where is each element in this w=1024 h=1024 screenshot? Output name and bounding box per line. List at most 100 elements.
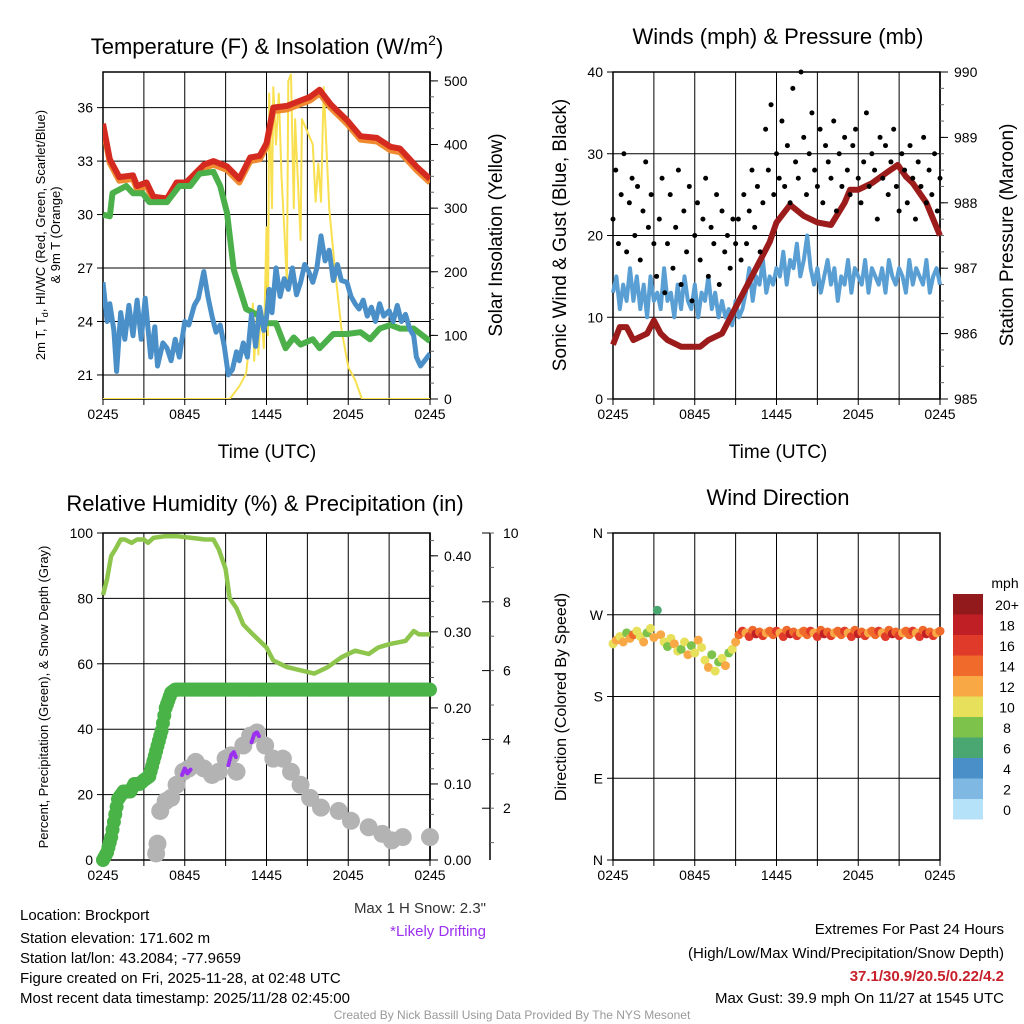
gust-point bbox=[771, 192, 777, 198]
gust-point bbox=[934, 208, 940, 214]
gust-point bbox=[645, 224, 651, 230]
gust-point bbox=[823, 143, 829, 149]
gust-point bbox=[782, 183, 788, 189]
y-tick-label: 30 bbox=[587, 146, 603, 162]
gust-point bbox=[850, 143, 856, 149]
gust-point bbox=[741, 192, 747, 198]
gust-point bbox=[656, 216, 662, 222]
gust-point bbox=[632, 233, 638, 238]
gust-point bbox=[667, 192, 673, 198]
direction-point bbox=[656, 630, 666, 640]
gust-point bbox=[675, 167, 681, 173]
gust-point bbox=[618, 192, 624, 198]
y-tick-label: 21 bbox=[77, 367, 93, 383]
gust-point bbox=[877, 134, 883, 140]
direction-point bbox=[676, 644, 686, 654]
x-tick-label: 0245 bbox=[414, 406, 445, 422]
y-tick-label: 80 bbox=[77, 590, 93, 606]
extremes-heading: Extremes For Past 24 Hours bbox=[815, 921, 1004, 938]
gust-point bbox=[640, 208, 646, 214]
y-tick-label: N bbox=[593, 525, 603, 541]
gust-point bbox=[828, 175, 834, 181]
legend-label: 14 bbox=[999, 659, 1015, 675]
gust-point bbox=[635, 183, 641, 189]
legend-swatch bbox=[953, 655, 983, 676]
legend-label: 6 bbox=[1003, 741, 1011, 757]
footer-credit: Created By Nick Bassill Using Data Provi… bbox=[334, 1008, 691, 1022]
temperature-title: Temperature (F) & Insolation (W/m2) bbox=[91, 32, 444, 59]
legend-label: 12 bbox=[999, 679, 1015, 695]
speed-legend: mph 20+ 18 16 14 12 10 8 6 4 2 0 bbox=[953, 575, 1019, 820]
x-tick-label: 0845 bbox=[169, 867, 200, 883]
station-info: Location: Brockport Station elevation: 1… bbox=[20, 907, 350, 1007]
direction-point bbox=[649, 632, 659, 642]
pressure-ylabel: Station Pressure (Maroon) bbox=[997, 124, 1018, 347]
gust-point bbox=[812, 167, 818, 173]
extremes-subheading: (High/Low/Max Wind/Precipitation/Snow De… bbox=[688, 945, 1004, 962]
gust-point bbox=[888, 159, 894, 165]
gust-point bbox=[665, 241, 670, 247]
winds-xlabel: Time (UTC) bbox=[729, 442, 828, 463]
snow-depth-point bbox=[148, 834, 167, 853]
gust-point bbox=[754, 183, 760, 189]
pressure-line bbox=[610, 161, 943, 350]
gust-point bbox=[825, 159, 831, 165]
direction-point bbox=[731, 637, 741, 647]
gust-point bbox=[733, 241, 739, 247]
gust-point bbox=[929, 192, 935, 198]
legend-title: mph bbox=[991, 575, 1018, 591]
direction-point bbox=[697, 642, 707, 652]
series-hi-wc bbox=[103, 233, 430, 378]
legend-label: 8 bbox=[1003, 720, 1011, 736]
gust-point bbox=[714, 192, 720, 198]
gust-point bbox=[615, 241, 621, 247]
legend-swatch bbox=[953, 696, 983, 717]
y-tick-label: S bbox=[594, 689, 603, 705]
gust-point bbox=[855, 175, 861, 181]
legend-swatch bbox=[953, 635, 983, 656]
gust-point bbox=[866, 183, 872, 189]
elevation-text: Station elevation: 171.602 m bbox=[20, 930, 210, 947]
x-tick-label: 0245 bbox=[87, 867, 118, 883]
direction-point bbox=[652, 605, 662, 615]
gust-point bbox=[760, 200, 766, 206]
drifting-point bbox=[233, 754, 238, 759]
gust-point bbox=[853, 126, 859, 132]
legend-swatch bbox=[953, 717, 983, 738]
gust-point bbox=[880, 175, 886, 181]
snow-tick-label: 2 bbox=[503, 800, 511, 816]
y-tick-label: 60 bbox=[77, 656, 93, 672]
y-tick-label: 36 bbox=[77, 100, 93, 116]
gust-point bbox=[648, 192, 654, 198]
precip-point bbox=[423, 682, 437, 697]
gust-point bbox=[839, 183, 845, 189]
legend-swatch bbox=[953, 758, 983, 779]
gust-point bbox=[610, 216, 616, 222]
y-tick-label: 20 bbox=[587, 228, 603, 244]
gust-point bbox=[842, 134, 848, 140]
gust-point bbox=[629, 175, 635, 181]
gust-point bbox=[705, 273, 711, 279]
legend-swatch bbox=[953, 614, 983, 635]
gust-point bbox=[926, 167, 932, 173]
right-tick-label: 0.00 bbox=[444, 852, 471, 868]
gust-point bbox=[803, 192, 809, 198]
x-tick-label: 0245 bbox=[597, 867, 628, 883]
snow-depth-point bbox=[256, 736, 275, 755]
right-tick-label: 100 bbox=[444, 327, 468, 343]
y-tick-label: N bbox=[593, 852, 603, 868]
gust-point bbox=[907, 143, 913, 149]
right-tick-label: 200 bbox=[444, 264, 468, 280]
snow-tick-label: 6 bbox=[503, 663, 511, 679]
gust-point bbox=[768, 102, 774, 108]
gust-point bbox=[708, 224, 714, 230]
drift-label: *Likely Drifting bbox=[390, 923, 486, 940]
right-tick-label: 988 bbox=[954, 195, 978, 211]
gust-point bbox=[659, 175, 665, 181]
gust-point bbox=[730, 216, 736, 222]
gust-point bbox=[746, 208, 752, 214]
winds-ylabel: Sonic Wind & Gust (Blue, Black) bbox=[550, 99, 571, 371]
right-tick-label: 986 bbox=[954, 326, 978, 342]
temperature-ylabel-line2: & 9m T (Orange) bbox=[48, 186, 63, 283]
